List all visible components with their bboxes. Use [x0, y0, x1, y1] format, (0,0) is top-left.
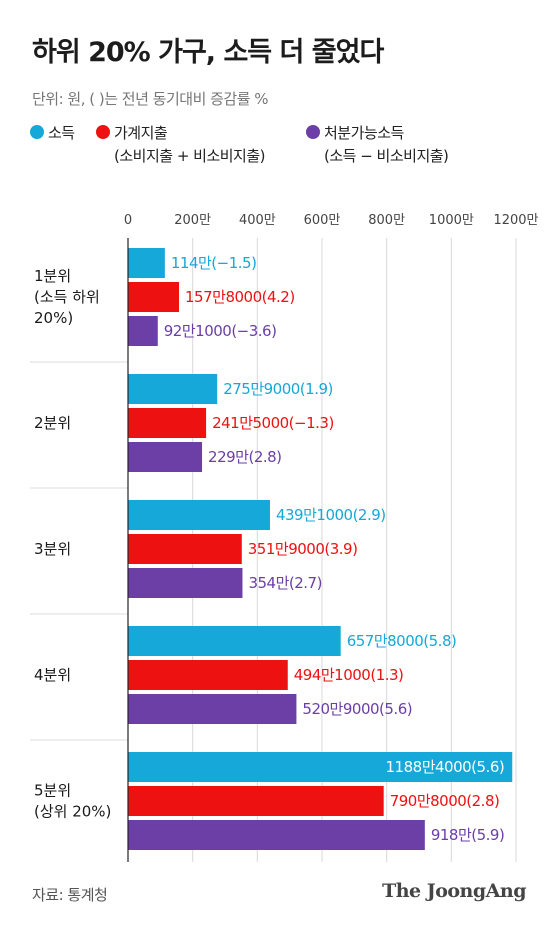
bar [128, 660, 288, 690]
chart-title: 하위 20% 가구, 소득 더 줄었다 [32, 37, 384, 68]
data-label: 494만1000(1.3) [294, 666, 404, 684]
category-label: 20%) [34, 309, 73, 327]
data-label: 92만1000(−3.6) [164, 322, 277, 340]
legend-swatch-disposable-income [306, 125, 320, 139]
category-label: 2분위 [34, 414, 71, 432]
legend-label: 처분가능소득 [324, 124, 404, 142]
bar [128, 282, 180, 312]
bar [128, 626, 341, 656]
category-label: 4분위 [34, 666, 71, 684]
bar [128, 694, 297, 724]
source-note: 자료: 통계청 [32, 886, 108, 904]
legend-item-disposable-income: 처분가능소득 (소득 − 비소비지출) [306, 122, 449, 166]
bar [128, 316, 158, 346]
bar [128, 500, 270, 530]
data-label: 229만(2.8) [208, 448, 282, 466]
data-label: 354만(2.7) [248, 574, 322, 592]
data-label: 657만8000(5.8) [347, 632, 457, 650]
x-tick-label: 400만 [239, 213, 276, 228]
category-label: (소득 하위 [34, 288, 100, 306]
category-label: (상위 20%) [34, 803, 111, 821]
data-label: 520만9000(5.6) [302, 700, 412, 718]
data-label: 790만8000(2.8) [390, 792, 500, 810]
legend-item-household-expense: 가계지출 (소비지출 + 비소비지출) [96, 122, 266, 166]
legend-swatch-income [30, 125, 44, 139]
bar-chart: 0 200만 400만 600만 800만 1000만 1200만 1분위 (소득 하위 20%)… [30, 213, 539, 862]
data-label: 439만1000(2.9) [276, 506, 386, 524]
legend-swatch-household-expense [96, 125, 110, 139]
bar [128, 568, 243, 598]
x-tick-label: 600만 [304, 213, 341, 228]
x-tick-label: 800만 [368, 213, 405, 228]
x-tick-label: 0 [124, 213, 132, 228]
data-label: 918만(5.9) [431, 826, 505, 844]
brand-logo: The JoongAng [382, 880, 526, 902]
legend-item-income: 소득 [30, 122, 75, 143]
bar [128, 408, 207, 438]
bar [128, 820, 425, 850]
x-tick-label: 200만 [174, 213, 211, 228]
data-label: 1188만4000(5.6) [386, 758, 505, 776]
data-label: 241만5000(−1.3) [212, 414, 334, 432]
data-label: 114만(−1.5) [171, 254, 257, 272]
legend-sublabel: (소득 − 비소비지출) [324, 147, 449, 165]
data-label: 351만9000(3.9) [248, 540, 358, 558]
category-label: 3분위 [34, 540, 71, 558]
legend-label: 소득 [48, 124, 75, 142]
x-tick-label: 1000만 [429, 213, 474, 228]
data-label: 275만9000(1.9) [223, 380, 333, 398]
bar [128, 752, 513, 782]
data-label: 157만8000(4.2) [185, 288, 295, 306]
category-label: 5분위 [34, 782, 71, 800]
x-tick-label: 1200만 [493, 213, 538, 228]
bar [128, 248, 165, 278]
bar [128, 442, 203, 472]
legend-sublabel: (소비지출 + 비소비지출) [114, 147, 266, 165]
bar [128, 534, 242, 564]
category-label: 1분위 [34, 267, 71, 285]
bar [128, 786, 384, 816]
legend-label: 가계지출 [114, 124, 168, 142]
unit-note: 단위: 원, ( )는 전년 동기대비 증감률 % [32, 90, 269, 108]
legend: 소득 가계지출 (소비지출 + 비소비지출) 처분가능소득 (소득 − 비소비지… [30, 122, 550, 172]
bar [128, 374, 218, 404]
